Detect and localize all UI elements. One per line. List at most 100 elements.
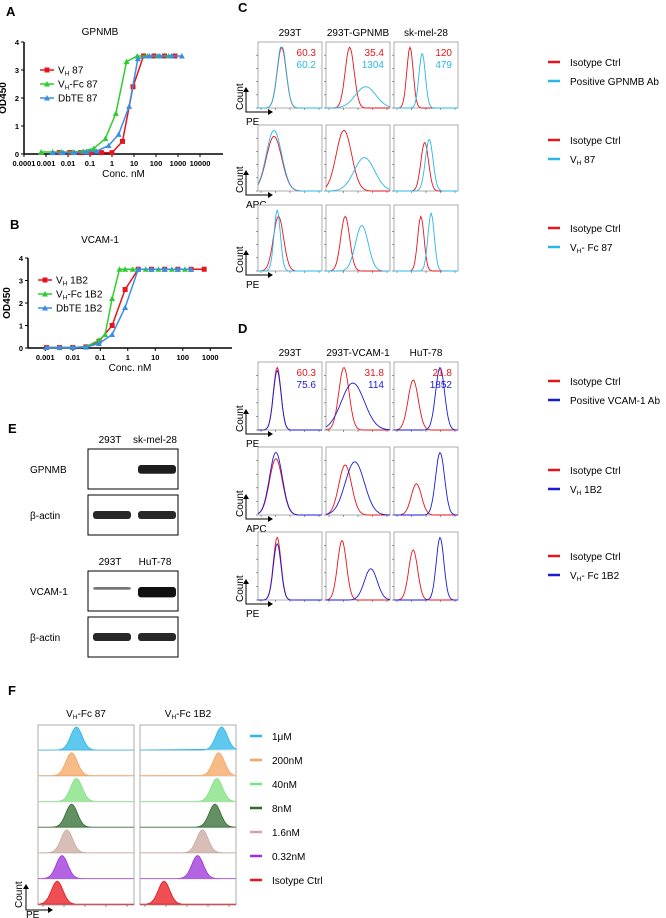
x-axis-label: APC xyxy=(246,524,267,535)
y-tick-label: 1 xyxy=(15,122,19,131)
titration-histogram xyxy=(140,855,236,879)
panel-label-d: D xyxy=(238,321,247,336)
y-tick-label: 3 xyxy=(19,277,23,286)
panel-label-e: E xyxy=(8,421,17,436)
chart-a-gpnmb: GPNMB 0 1 2 3 4 0.0001 0.001 0.01 0.1 1 10 100 1000 10… xyxy=(0,27,223,180)
x-axis-label: PE xyxy=(246,117,260,128)
antibody-histogram xyxy=(326,86,391,109)
y-axis-label: OD450 xyxy=(2,287,13,319)
titration-histogram xyxy=(140,829,236,854)
x-axis-label: Conc. nM xyxy=(102,169,145,180)
legend-marker xyxy=(42,291,48,297)
data-point xyxy=(109,331,116,337)
data-point xyxy=(135,266,142,272)
titration-histogram xyxy=(38,829,134,854)
y-axis-label: Count xyxy=(235,166,246,193)
legend-label-isotype: Isotype Ctrl xyxy=(570,377,621,388)
legend-label-isotype: Isotype Ctrl xyxy=(570,466,621,477)
column-title: VH-Fc 1B2 xyxy=(165,709,212,721)
data-point xyxy=(105,142,112,149)
axis-arrows xyxy=(245,495,272,520)
legend-label-part: -Fc 87 xyxy=(69,80,98,91)
legend-label: 40nM xyxy=(272,780,297,791)
arrow-heads xyxy=(243,409,273,437)
isotype-histogram xyxy=(325,539,390,601)
data-point xyxy=(109,323,115,328)
panel-f-titration: VH-Fc 87 VH-Fc 1B2PECount1μM200nM40nM8nM1… xyxy=(14,709,323,918)
antibody-histogram xyxy=(257,129,322,192)
lane-label: sk-mel-28 xyxy=(133,435,177,446)
mfi-isotype: 35.4 xyxy=(365,48,385,59)
blot-box xyxy=(87,448,179,490)
antibody-histogram xyxy=(257,451,322,516)
antibody-histogram xyxy=(258,46,322,109)
y-tick-label: 4 xyxy=(15,38,20,47)
data-point xyxy=(96,340,103,346)
y-tick-label: 0 xyxy=(19,344,23,353)
titration-histogram xyxy=(38,803,134,828)
x-tick-label: 1000 xyxy=(170,159,187,168)
legend-label-antibody: VH- Fc 1B2 xyxy=(570,571,620,583)
protein-label: GPNMB xyxy=(30,465,67,476)
antibody-histogram xyxy=(258,542,322,601)
antibody-histogram xyxy=(325,461,390,516)
legend-label-part: V xyxy=(56,276,63,287)
data-point xyxy=(122,266,129,272)
histogram-plot xyxy=(324,531,391,602)
data-point xyxy=(112,110,119,116)
data-point xyxy=(126,103,133,109)
titration-histogram xyxy=(139,726,238,751)
data-point xyxy=(88,150,94,156)
legend-label-part: V xyxy=(56,290,63,301)
data-point xyxy=(102,331,109,337)
panel-label-f: F xyxy=(8,683,16,698)
x-tick-label: 0.01 xyxy=(61,159,76,168)
data-point xyxy=(43,344,50,351)
y-axis-label: Count xyxy=(235,246,246,273)
histogram-plot xyxy=(392,124,459,193)
mfi-isotype: 60.3 xyxy=(297,368,317,379)
isotype-histogram xyxy=(394,483,458,516)
legend-label-antibody-part: H xyxy=(577,248,582,255)
legend-label-isotype: Isotype Ctrl xyxy=(570,58,621,69)
axis-arrows xyxy=(25,885,52,911)
legend-label-antibody-part: - Fc 87 xyxy=(581,243,613,254)
antibody-histogram xyxy=(325,382,391,431)
axis-arrows xyxy=(245,171,272,196)
x-tick-label: 0.1 xyxy=(85,159,95,168)
x-tick-label: 0.01 xyxy=(65,353,80,362)
legend-label-antibody-part: V xyxy=(570,155,577,166)
arrow-heads xyxy=(243,170,273,198)
x-tick-label: 10 xyxy=(151,353,159,362)
data-point xyxy=(38,149,45,155)
histogram-plot: 60.375.6 xyxy=(256,361,323,432)
data-point xyxy=(188,266,195,272)
antibody-histogram xyxy=(394,366,459,431)
data-point xyxy=(60,149,67,156)
data-point xyxy=(148,266,155,272)
data-point xyxy=(178,53,185,59)
mfi-antibody: 75.6 xyxy=(297,380,317,391)
mfi-antibody: 1852 xyxy=(430,380,453,391)
legend-label-antibody-part: H xyxy=(577,490,582,497)
legend-label-antibody-part: V xyxy=(570,571,577,582)
series-dbte-1b2 xyxy=(43,266,195,351)
plot-frame xyxy=(257,361,323,431)
arrow-heads xyxy=(243,87,273,115)
isotype-histogram xyxy=(326,46,390,109)
panel-c-flow: 293T 293T-GPNMB sk-mel-2860.360.235.413041… xyxy=(235,28,659,291)
legend-label: VH 87 xyxy=(58,66,84,78)
axis-arrows xyxy=(245,251,272,276)
legend-label-antibody-part: 1B2 xyxy=(581,485,602,496)
isotype-histogram xyxy=(325,129,390,192)
x-axis-label: PE xyxy=(246,439,260,450)
data-point xyxy=(115,131,122,137)
data-point xyxy=(161,266,168,272)
protein-band xyxy=(93,511,131,519)
legend-label-part: V xyxy=(58,66,65,77)
histogram-plot xyxy=(256,531,323,602)
plot-frame xyxy=(325,531,391,601)
plot-frame xyxy=(257,531,323,601)
arrow-heads xyxy=(243,494,273,522)
protein-label: β-actin xyxy=(30,511,60,522)
